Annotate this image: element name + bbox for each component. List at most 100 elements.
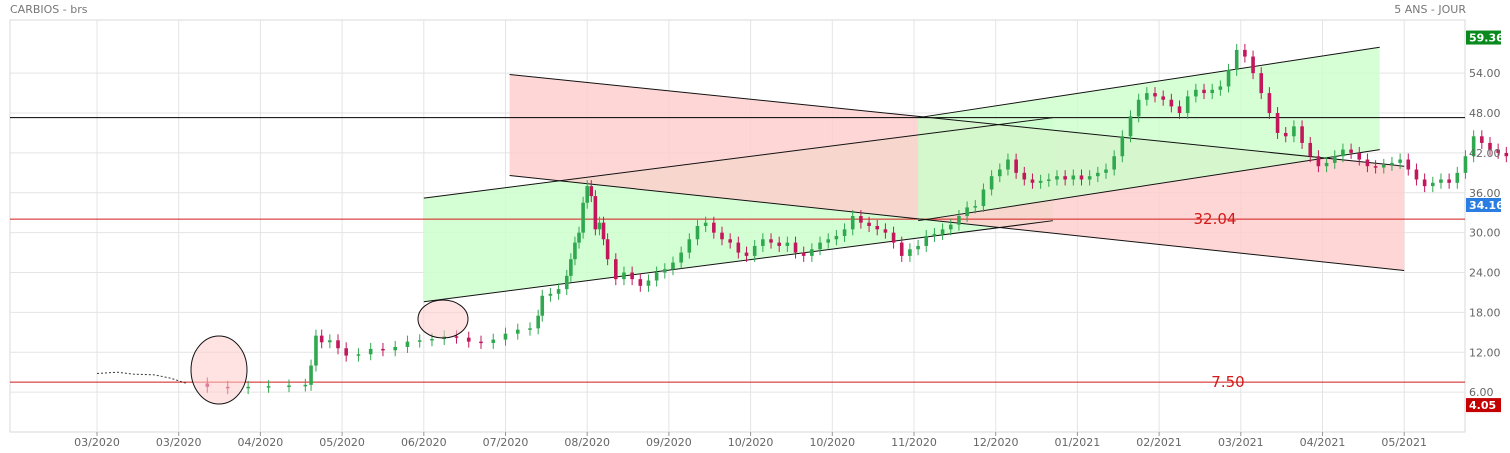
price-line <box>96 371 188 384</box>
candle-body <box>503 333 508 340</box>
candle-body <box>564 275 569 290</box>
candle-body <box>810 249 814 256</box>
x-tick-label: 08/2020 <box>564 436 610 449</box>
candle-body <box>605 239 610 260</box>
axes: 6.00 12.00 18.00 24.00 30.00 36.00 42.00 48.00 5… <box>74 67 1500 449</box>
candle-body <box>1226 69 1231 87</box>
y-tick-label: 42.00 <box>1469 147 1501 160</box>
candle-body <box>761 239 765 246</box>
y-tick-label: 30.00 <box>1469 227 1501 240</box>
candle-body <box>924 235 929 246</box>
candle-body <box>989 176 994 190</box>
candle-body <box>891 232 896 243</box>
price-badge-label: 34.16 <box>1469 199 1504 212</box>
candle-body <box>1055 176 1059 180</box>
candle-body <box>948 224 953 230</box>
x-tick-label: 01/2021 <box>1055 436 1101 449</box>
candle-body <box>1202 89 1206 94</box>
x-tick-label: 04/2020 <box>238 436 284 449</box>
candle-body <box>417 340 422 342</box>
candle-body <box>381 348 385 351</box>
candle-body <box>548 293 553 296</box>
candle-body <box>1275 113 1280 133</box>
candle-body <box>850 216 855 230</box>
candle-body <box>1087 176 1092 180</box>
candle-body <box>695 226 700 240</box>
candle-body <box>1471 136 1476 157</box>
x-tick-label: 05/2021 <box>1381 436 1427 449</box>
candle-body <box>1324 162 1329 167</box>
candle-body <box>671 262 675 270</box>
candle-body <box>1006 159 1010 170</box>
candle-body <box>1357 152 1362 160</box>
candle-body <box>556 289 561 294</box>
candle-body <box>940 229 945 234</box>
x-tick-label: 02/2021 <box>1136 436 1182 449</box>
candle-body <box>577 232 581 243</box>
candle-body <box>1349 149 1353 153</box>
candle-body <box>1381 164 1386 168</box>
candles <box>96 43 1509 395</box>
candle-body <box>1332 156 1337 163</box>
candle-body <box>1480 136 1484 143</box>
candle-body <box>536 315 540 329</box>
channel-upper-line <box>918 46 1380 119</box>
candle-body <box>1398 159 1402 163</box>
y-tick-label: 6.00 <box>1469 386 1494 399</box>
candle-body <box>1267 93 1272 114</box>
candle-body <box>1112 156 1116 170</box>
candle-body <box>1145 93 1149 100</box>
y-tick-label: 24.00 <box>1469 267 1501 280</box>
candle-body <box>479 341 483 344</box>
candle-body <box>965 207 969 217</box>
period-label[interactable]: 5 ANS - JOUR <box>1394 3 1466 16</box>
price-badge-label: 4.05 <box>1469 399 1496 412</box>
candle-body <box>1169 99 1174 107</box>
candle-body <box>1120 136 1125 157</box>
candle-body <box>1390 162 1394 165</box>
candle-body <box>646 280 651 286</box>
y-tick-label: 48.00 <box>1469 107 1501 120</box>
x-tick-label: 09/2020 <box>646 436 692 449</box>
candle-body <box>597 222 602 230</box>
candle-body <box>793 242 798 253</box>
candle-body <box>1300 126 1304 143</box>
x-tick-label: 03/2020 <box>74 436 120 449</box>
candle-body <box>1210 89 1215 94</box>
candle-body <box>654 272 659 281</box>
candle-body <box>932 233 937 236</box>
x-tick-label: 12/2020 <box>973 436 1019 449</box>
candle-body <box>581 202 585 233</box>
channel-fills <box>423 47 1405 302</box>
candle-body <box>630 272 634 280</box>
candle-body <box>1488 142 1492 150</box>
candle-body <box>916 245 920 250</box>
candle-body <box>1071 175 1076 180</box>
level-label: 32.04 <box>1194 210 1237 228</box>
candle-body <box>1365 159 1370 167</box>
channel-lines <box>423 46 1405 303</box>
candle-body <box>1104 169 1108 173</box>
candle-body <box>368 348 373 355</box>
candle-body <box>638 279 643 286</box>
candle-body <box>589 186 594 197</box>
candle-body <box>769 239 773 243</box>
candle-body <box>1259 73 1264 94</box>
candle-body <box>752 245 757 256</box>
candle-body <box>981 189 986 207</box>
candle-body <box>875 226 880 230</box>
candle-body <box>801 252 806 256</box>
candle-body <box>883 229 888 233</box>
y-tick-label: 54.00 <box>1469 67 1501 80</box>
candle-body <box>1096 172 1100 177</box>
candle-body <box>344 348 348 356</box>
candle-body <box>405 341 410 347</box>
channel-lower-line <box>918 149 1380 222</box>
candle-body <box>287 385 291 387</box>
candle-body <box>1153 93 1157 97</box>
candle-body <box>1177 106 1182 114</box>
x-tick-label: 10/2020 <box>809 436 855 449</box>
candle-body <box>973 206 978 208</box>
x-tick-label: 04/2021 <box>1300 436 1346 449</box>
